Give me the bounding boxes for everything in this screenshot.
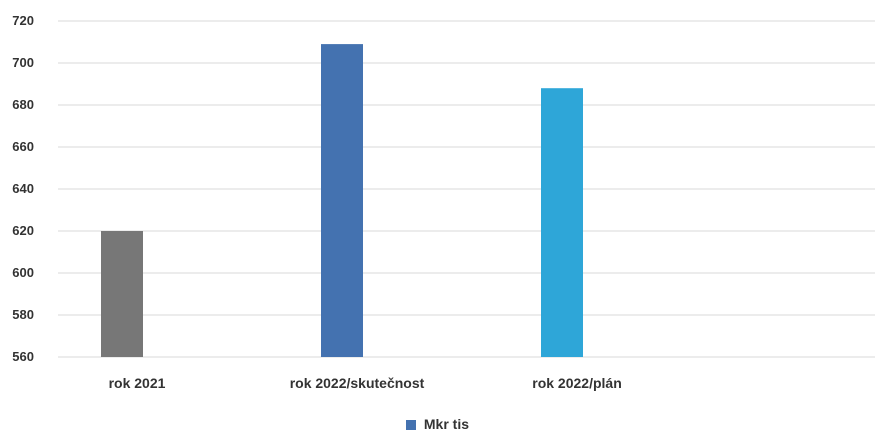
bars <box>101 44 583 357</box>
x-tick-label: rok 2022/plán <box>532 375 622 391</box>
y-tick-label: 660 <box>12 139 34 154</box>
y-tick-label: 640 <box>12 181 34 196</box>
x-tick-label: rok 2021 <box>109 375 166 391</box>
y-tick-label: 600 <box>12 265 34 280</box>
y-tick-label: 580 <box>12 307 34 322</box>
legend-label: Mkr tis <box>423 416 469 432</box>
y-tick-label: 680 <box>12 97 34 112</box>
x-axis-labels: rok 2021 rok 2022/skutečnost rok 2022/plán <box>109 375 622 391</box>
legend: Mkr tis <box>0 416 875 432</box>
bar <box>541 88 583 357</box>
legend-swatch <box>405 420 416 431</box>
x-tick-label: rok 2022/skutečnost <box>290 375 425 391</box>
y-axis-ticks: 720 700 680 660 640 620 600 580 560 <box>12 13 34 364</box>
y-tick-label: 620 <box>12 223 34 238</box>
bar <box>321 44 363 357</box>
y-tick-label: 560 <box>12 349 34 364</box>
y-tick-label: 700 <box>12 55 34 70</box>
y-tick-label: 720 <box>12 13 34 28</box>
gridlines <box>58 20 875 358</box>
bar <box>101 231 143 357</box>
